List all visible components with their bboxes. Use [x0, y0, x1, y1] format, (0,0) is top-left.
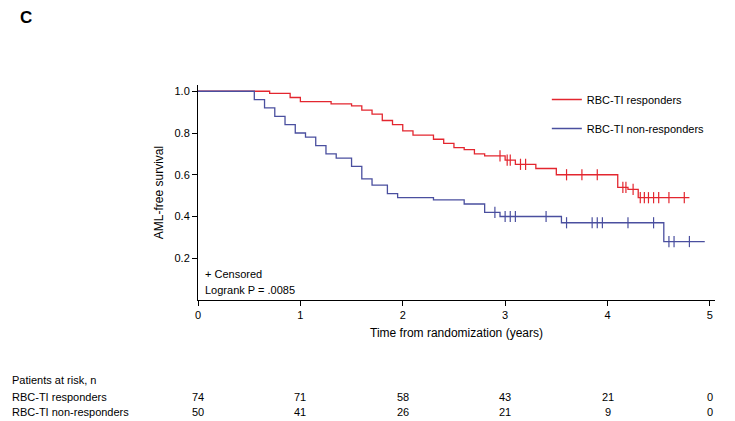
- svg-text:74: 74: [192, 391, 204, 403]
- svg-text:RBC-TI non-responders: RBC-TI non-responders: [12, 406, 129, 418]
- svg-text:0.6: 0.6: [175, 169, 190, 181]
- svg-text:Patients at risk, n: Patients at risk, n: [12, 374, 96, 386]
- svg-text:0.4: 0.4: [175, 210, 190, 222]
- svg-text:1.0: 1.0: [175, 85, 190, 97]
- svg-text:9: 9: [605, 406, 611, 418]
- svg-text:50: 50: [192, 406, 204, 418]
- svg-text:Time from randomization (years: Time from randomization (years): [370, 326, 543, 340]
- svg-text:0: 0: [707, 406, 713, 418]
- svg-text:4: 4: [604, 309, 610, 321]
- svg-text:AML-free survival: AML-free survival: [152, 146, 166, 239]
- svg-text:21: 21: [499, 406, 511, 418]
- svg-text:2: 2: [400, 309, 406, 321]
- svg-text:43: 43: [499, 391, 511, 403]
- svg-text:RBC-TI responders: RBC-TI responders: [587, 94, 682, 106]
- svg-text:0: 0: [707, 391, 713, 403]
- svg-text:1: 1: [297, 309, 303, 321]
- svg-text:21: 21: [602, 391, 614, 403]
- svg-text:RBC-TI non-responders: RBC-TI non-responders: [587, 123, 704, 135]
- svg-text:+ Censored: + Censored: [205, 268, 262, 280]
- svg-text:3: 3: [502, 309, 508, 321]
- svg-text:0.2: 0.2: [175, 252, 190, 264]
- svg-text:26: 26: [397, 406, 409, 418]
- svg-text:0: 0: [195, 309, 201, 321]
- svg-text:RBC-TI responders: RBC-TI responders: [12, 391, 107, 403]
- svg-text:C: C: [20, 8, 32, 27]
- svg-text:41: 41: [294, 406, 306, 418]
- svg-text:58: 58: [397, 391, 409, 403]
- svg-text:0.8: 0.8: [175, 127, 190, 139]
- svg-text:5: 5: [707, 309, 713, 321]
- svg-text:Logrank P = .0085: Logrank P = .0085: [205, 284, 295, 296]
- svg-text:71: 71: [294, 391, 306, 403]
